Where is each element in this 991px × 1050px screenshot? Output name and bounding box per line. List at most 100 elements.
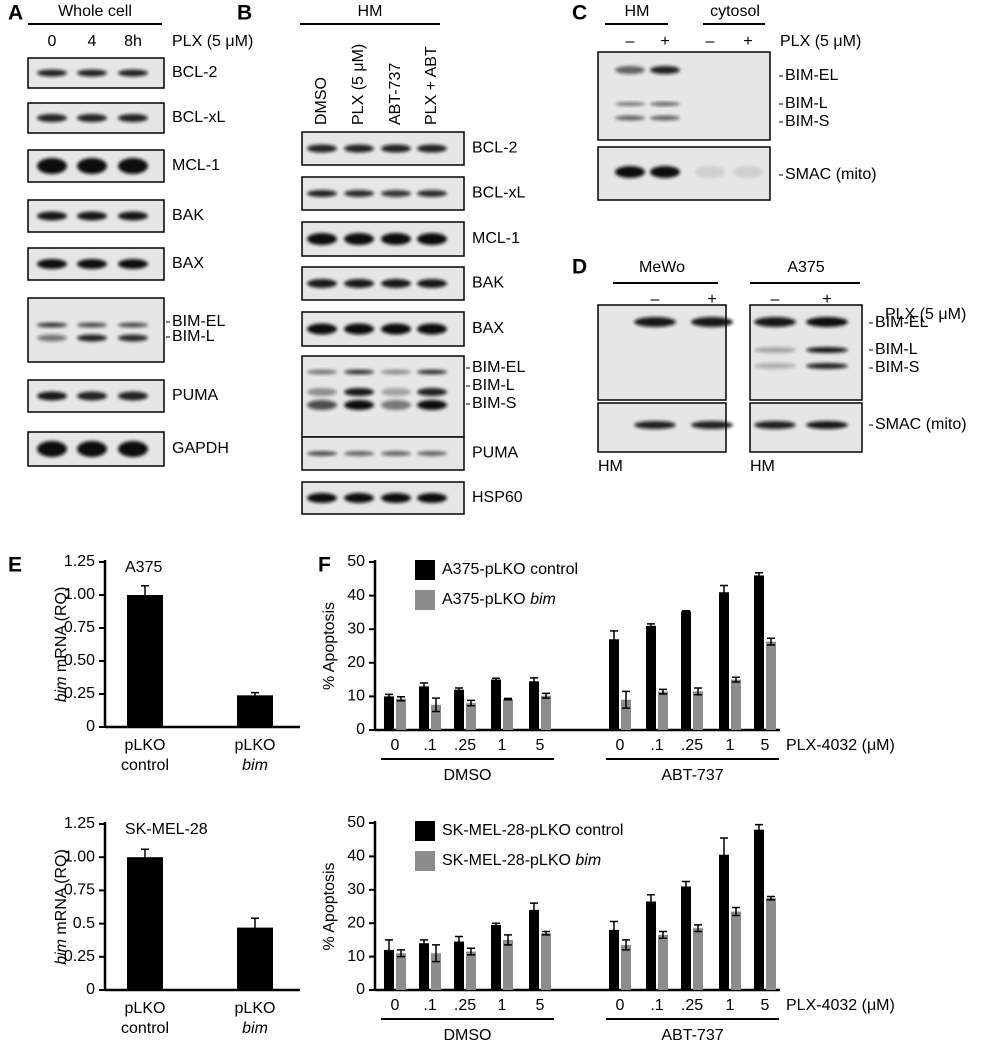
blot-band bbox=[118, 441, 148, 457]
bar bbox=[384, 949, 394, 990]
y-tick-label: 0 bbox=[86, 718, 95, 735]
band-label: MCL-1 bbox=[172, 157, 220, 174]
error-bar bbox=[397, 949, 405, 958]
y-tick-label: 0.75 bbox=[64, 619, 95, 636]
x-axis-label: PLX-4032 (μM) bbox=[786, 737, 895, 754]
blot-band bbox=[695, 166, 725, 178]
x-tick-label: bim bbox=[242, 757, 268, 774]
group-label: DMSO bbox=[444, 767, 492, 784]
treatment-label: PLX (5 μM) bbox=[885, 306, 966, 323]
y-tick-label: 30 bbox=[347, 620, 365, 637]
blot-band bbox=[77, 391, 107, 401]
error-bar bbox=[432, 944, 440, 963]
blot-band bbox=[77, 114, 107, 122]
blot-band bbox=[381, 144, 411, 153]
lane-label: 8h bbox=[124, 33, 142, 50]
y-tick-label: 1.25 bbox=[64, 553, 95, 570]
x-tick-label: pLKO bbox=[235, 1000, 276, 1017]
y-tick-label: 1.25 bbox=[64, 815, 95, 832]
error-bar bbox=[420, 682, 428, 691]
blot-group-label: A375 bbox=[787, 259, 824, 276]
bar bbox=[529, 681, 539, 730]
bar bbox=[621, 699, 631, 730]
blot-band bbox=[650, 66, 680, 74]
error-bar bbox=[455, 935, 463, 948]
blot-group-label: Whole cell bbox=[58, 3, 132, 20]
bar bbox=[731, 679, 741, 730]
treatment-label: PLX (5 μM) bbox=[172, 33, 253, 50]
y-axis-label: % Apoptosis bbox=[321, 862, 338, 950]
bar bbox=[396, 953, 406, 990]
blot-band bbox=[307, 451, 337, 456]
blot-band bbox=[344, 144, 374, 153]
lane-label: – bbox=[626, 33, 635, 50]
bar bbox=[127, 857, 163, 990]
error-bar bbox=[492, 677, 500, 682]
error-bar bbox=[682, 880, 690, 893]
error-bar bbox=[720, 584, 728, 600]
blot-band bbox=[77, 158, 107, 174]
bar bbox=[646, 625, 656, 730]
blot-band bbox=[77, 211, 107, 221]
y-tick-label: 0 bbox=[356, 981, 365, 998]
error-bar bbox=[432, 697, 440, 713]
blot-band bbox=[77, 69, 107, 77]
band-label: BIM-L bbox=[785, 95, 828, 112]
blot-band bbox=[307, 388, 337, 396]
blot-band bbox=[381, 400, 411, 410]
error-bar bbox=[385, 939, 393, 961]
legend-swatch bbox=[415, 821, 435, 841]
error-bar bbox=[504, 697, 512, 701]
blot-group-label: MeWo bbox=[639, 259, 685, 276]
x-tick-label: 5 bbox=[761, 737, 770, 754]
band-label: BIM-EL bbox=[875, 314, 928, 331]
blot-band bbox=[650, 115, 680, 121]
error-bar bbox=[492, 922, 500, 928]
bar bbox=[693, 928, 703, 990]
bar bbox=[681, 886, 691, 990]
blot-band bbox=[417, 400, 447, 410]
blot-band bbox=[37, 211, 67, 221]
blot-band bbox=[344, 323, 374, 335]
y-tick-label: 30 bbox=[347, 881, 365, 898]
blot-band bbox=[381, 233, 411, 245]
blot-band bbox=[381, 190, 411, 197]
y-tick-label: 20 bbox=[347, 654, 365, 671]
blot-band bbox=[77, 334, 107, 342]
blot-band bbox=[754, 317, 796, 327]
x-tick-label: .1 bbox=[650, 997, 663, 1014]
bar bbox=[396, 698, 406, 730]
lane-label: DMSO bbox=[313, 77, 330, 125]
error-bar bbox=[694, 924, 702, 933]
lane-label: ABT-737 bbox=[387, 63, 404, 125]
bar bbox=[719, 592, 729, 730]
blot-footer: HM bbox=[750, 458, 775, 475]
x-tick-label: .1 bbox=[423, 997, 436, 1014]
band-label: BCL-2 bbox=[172, 64, 217, 81]
blot-group-label: cytosol bbox=[710, 3, 760, 20]
band-label: BIM-EL bbox=[172, 313, 225, 330]
blot-band bbox=[344, 279, 374, 288]
blot-band bbox=[806, 421, 848, 429]
y-tick-label: 40 bbox=[347, 587, 365, 604]
bar bbox=[431, 953, 441, 990]
error-bar bbox=[467, 699, 475, 707]
error-bar bbox=[622, 939, 630, 951]
band-label: BIM-EL bbox=[785, 67, 838, 84]
y-tick-label: 40 bbox=[347, 848, 365, 865]
x-tick-label: 1 bbox=[498, 997, 507, 1014]
bar bbox=[541, 933, 551, 990]
italic-term: bim bbox=[242, 757, 268, 774]
x-tick-label: 5 bbox=[536, 737, 545, 754]
x-axis-label: PLX-4032 (μM) bbox=[786, 997, 895, 1014]
blot-band bbox=[806, 363, 848, 369]
blot-box bbox=[301, 355, 465, 438]
blot-band bbox=[118, 259, 148, 269]
error-bar bbox=[610, 630, 618, 649]
y-tick-label: 0.25 bbox=[64, 948, 95, 965]
blot-band bbox=[37, 259, 67, 269]
bar bbox=[466, 703, 476, 730]
blot-band bbox=[381, 323, 411, 335]
